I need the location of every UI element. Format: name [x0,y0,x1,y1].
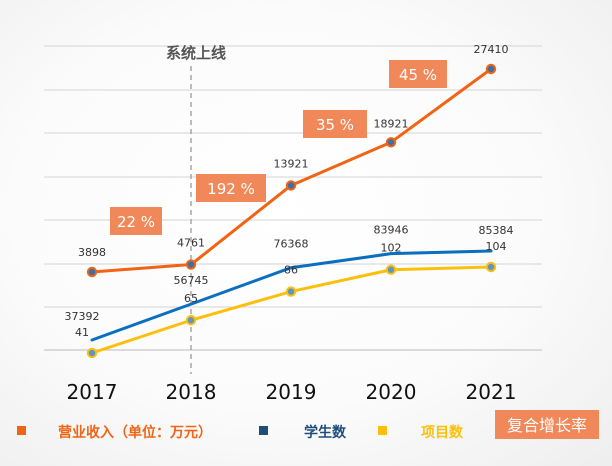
legend-growth-box [495,410,599,439]
growth-rate-label: 45 % [399,66,437,84]
growth-rate-box [389,60,447,88]
data-point-revenue [86,266,98,278]
data-point-projects [185,315,197,326]
gridlines [44,45,542,351]
legend-marker-projects [378,426,387,435]
x-tick-label: 2019 [266,380,317,404]
x-tick-label: 2020 [366,380,417,404]
legend: 营业收入（单位：万元） 学生数 项目数 复合增长率 [17,410,599,441]
legend-label-projects: 项目数 [421,424,464,441]
x-tick-label: 2018 [166,380,217,404]
data-label-students: 83946 [374,224,409,237]
data-point-projects [86,347,98,359]
growth-rate-label: 35 % [316,116,354,134]
data-point-revenue [485,63,497,75]
series-line-students [90,249,493,342]
data-point-revenue [285,180,297,191]
growth-rate-box [303,110,367,138]
series-line-projects [90,265,493,355]
growth-rate-label: 22 % [117,213,155,231]
series: 3898 4761 13921 18921 27410 37392 56745 76368 83… [65,43,514,359]
data-label-revenue: 18921 [374,117,409,130]
x-tick-label: 2021 [466,380,517,404]
growth-rate-boxes: 22 % 192 % 35 % 45 % [110,60,447,235]
data-label-revenue: 13921 [274,157,309,170]
legend-growth-label: 复合增长率 [507,416,587,435]
data-label-students: 76368 [274,238,309,251]
legend-label-revenue: 营业收入（单位：万元） [58,424,212,441]
data-label-revenue: 4761 [177,237,205,250]
data-label-revenue: 3898 [78,246,106,259]
x-tick-label: 2017 [67,380,118,404]
data-point-projects [385,264,397,275]
data-label-projects: 104 [486,240,507,253]
data-label-students: 85384 [479,224,514,237]
data-label-projects: 86 [284,264,298,277]
growth-rate-box [196,174,266,202]
x-axis: 2017 2018 2019 2020 2021 [67,380,517,404]
growth-rate-label: 192 % [207,180,255,198]
legend-marker-students [259,426,268,435]
growth-rate-box [110,207,162,235]
data-label-projects: 102 [381,242,402,255]
data-point-projects [285,286,297,297]
data-label-students: 37392 [65,310,100,323]
data-label-projects: 41 [75,326,89,339]
annotation-label: 系统上线 [166,44,226,62]
data-label-projects: 65 [184,292,198,305]
data-label-students: 56745 [174,274,209,287]
legend-label-students: 学生数 [304,424,347,441]
data-point-revenue [385,137,397,148]
data-point-projects [485,261,497,273]
legend-marker-revenue [17,426,26,435]
data-label-revenue: 27410 [474,43,509,56]
data-point-revenue [185,259,197,270]
